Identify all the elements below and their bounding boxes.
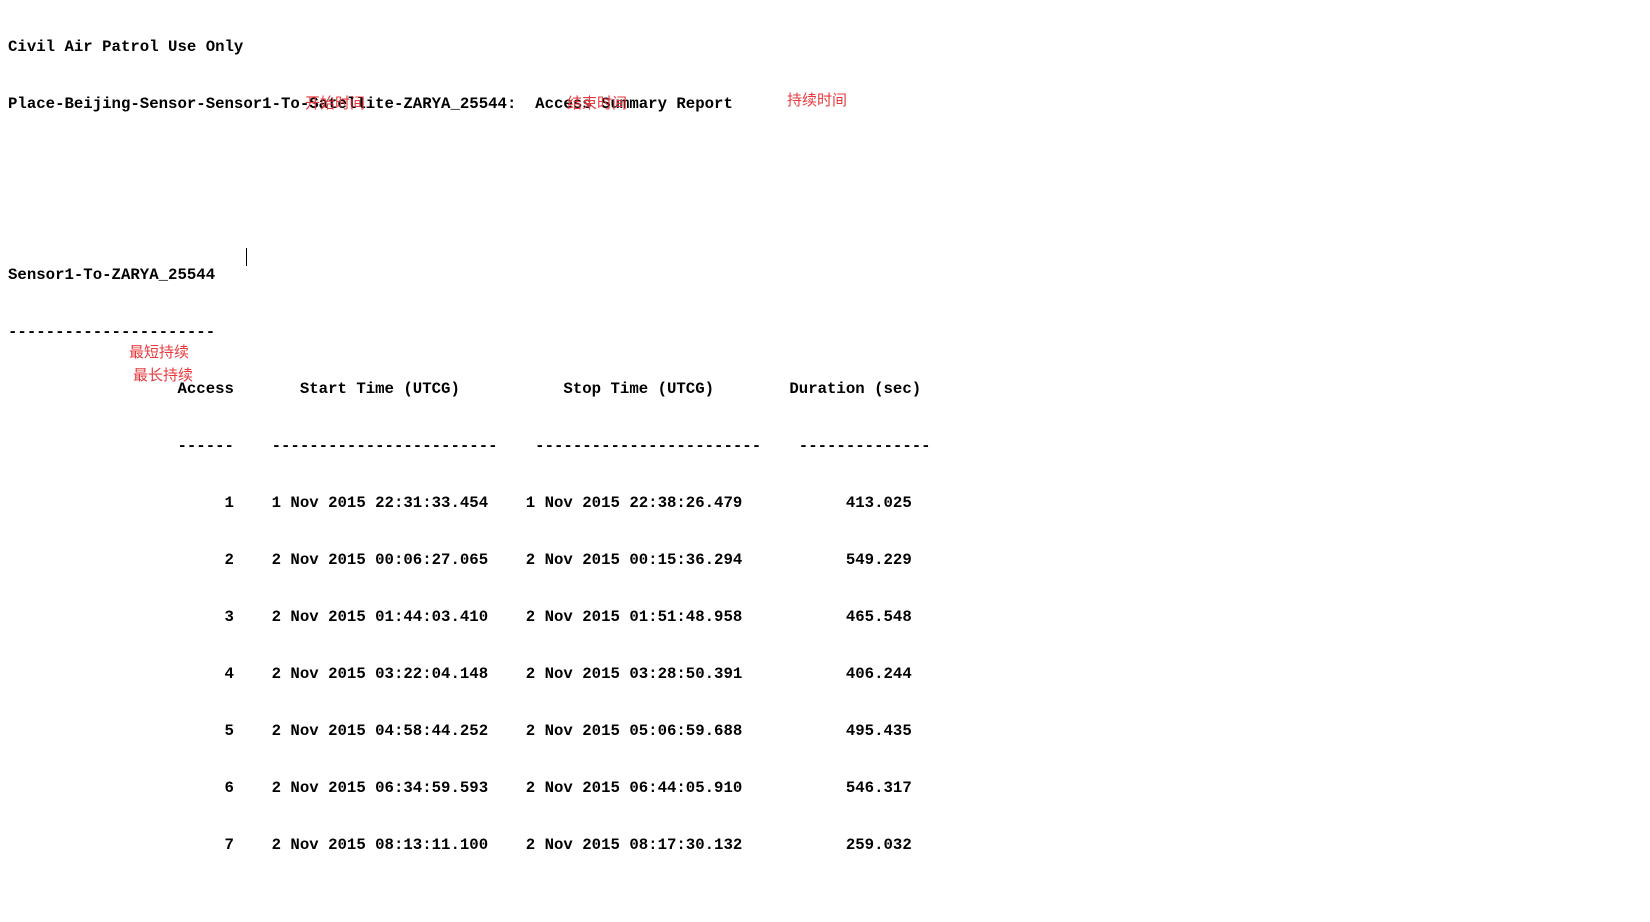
column-rule: ------ ------------------------ --------… <box>8 437 931 455</box>
min-duration-annotation: 最短持续 <box>129 343 190 361</box>
access-row: 4 2 Nov 2015 03:22:04.148 2 Nov 2015 03:… <box>8 665 912 683</box>
access-row: 2 2 Nov 2015 00:06:27.065 2 Nov 2015 00:… <box>8 551 912 569</box>
text-cursor <box>246 248 247 266</box>
access-row: 5 2 Nov 2015 04:58:44.252 2 Nov 2015 05:… <box>8 722 912 740</box>
start-time-annotation: 开始时间 <box>305 94 366 112</box>
column-headers: Access Start Time (UTCG) Stop Time (UTCG… <box>8 380 922 398</box>
stop-time-annotation: 结束时间 <box>567 94 628 112</box>
access-row: 3 2 Nov 2015 01:44:03.410 2 Nov 2015 01:… <box>8 608 912 626</box>
access-summary-report: Civil Air Patrol Use Only Place-Beijing-… <box>8 0 931 922</box>
blank-line <box>8 209 931 228</box>
report-title: Place-Beijing-Sensor-Sensor1-To-Satellit… <box>8 95 733 113</box>
duration-annotation: 持续时间 <box>787 91 848 109</box>
section-underline: ---------------------- <box>8 323 216 341</box>
max-duration-annotation: 最长持续 <box>133 366 194 384</box>
blank-line <box>8 893 931 912</box>
section-title: Sensor1-To-ZARYA_25544 <box>8 266 216 284</box>
access-row: 7 2 Nov 2015 08:13:11.100 2 Nov 2015 08:… <box>8 836 912 854</box>
report-classification: Civil Air Patrol Use Only <box>8 38 244 56</box>
access-row: 6 2 Nov 2015 06:34:59.593 2 Nov 2015 06:… <box>8 779 912 797</box>
blank-line <box>8 152 931 171</box>
access-row: 1 1 Nov 2015 22:31:33.454 1 Nov 2015 22:… <box>8 494 912 512</box>
